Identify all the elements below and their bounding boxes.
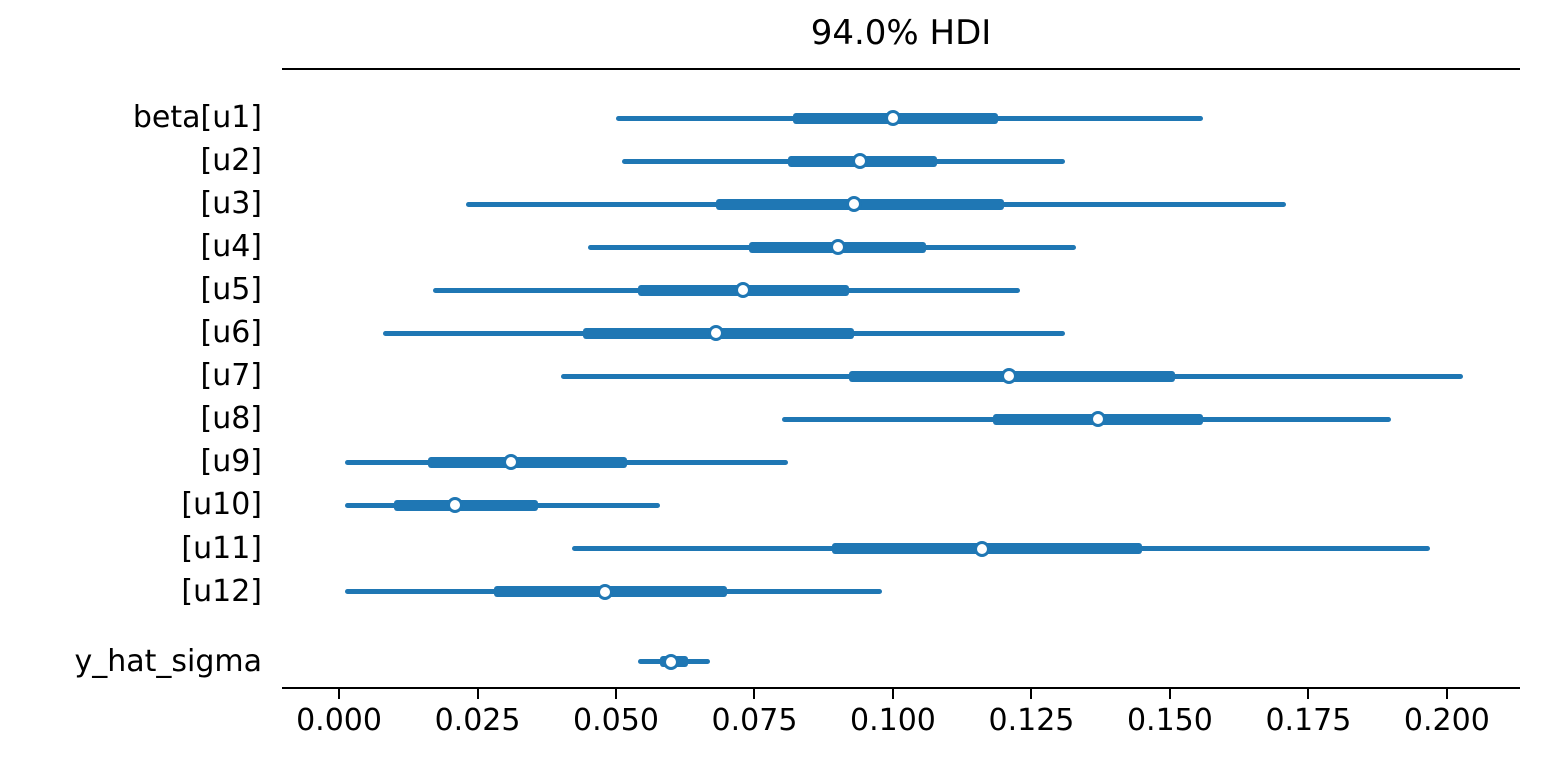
median-point-icon — [846, 196, 863, 213]
y-tick-label: [u10] — [181, 487, 262, 523]
y-tick-label: [u5] — [200, 272, 262, 308]
x-tick — [1030, 689, 1033, 699]
x-tick — [1168, 689, 1171, 699]
x-tick-label: 0.075 — [711, 703, 798, 738]
quartile-line — [427, 456, 628, 468]
y-tick-label: [u2] — [200, 143, 262, 179]
y-tick-label: [u6] — [200, 315, 262, 351]
median-point-icon — [596, 583, 613, 600]
median-point-icon — [707, 325, 724, 342]
x-tick-label: 0.000 — [296, 703, 382, 738]
y-tick-label: [u3] — [200, 186, 262, 222]
x-tick — [338, 689, 341, 699]
y-tick-label: beta[u1] — [132, 100, 262, 135]
median-point-icon — [663, 653, 680, 670]
y-tick-label: [u4] — [200, 229, 262, 265]
median-point-icon — [502, 454, 519, 471]
median-point-icon — [829, 239, 846, 256]
x-tick-label: 0.125 — [988, 703, 1075, 738]
y-tick-label: [u7] — [200, 358, 262, 394]
x-tick — [615, 689, 617, 699]
x-tick-label: 0.050 — [573, 703, 659, 738]
y-tick-label: [u8] — [200, 401, 262, 437]
y-tick-label: [u12] — [181, 573, 262, 609]
x-tick-label: 0.150 — [1126, 703, 1213, 738]
x-tick-label: 0.175 — [1265, 703, 1352, 738]
median-point-icon — [1001, 368, 1018, 385]
y-tick-label: [u11] — [181, 530, 262, 566]
x-tick-label: 0.200 — [1403, 703, 1490, 738]
x-tick — [891, 689, 894, 699]
y-tick-label: y_hat_sigma — [74, 643, 262, 679]
top-spine — [282, 68, 1520, 70]
median-point-icon — [1089, 411, 1106, 428]
median-point-icon — [973, 540, 990, 557]
quartile-line — [394, 499, 539, 511]
median-point-icon — [884, 110, 901, 126]
x-axis-line — [282, 687, 1520, 689]
x-tick-label: 0.025 — [434, 703, 521, 738]
median-point-icon — [735, 282, 752, 299]
x-tick — [1445, 689, 1448, 699]
median-point-icon — [447, 497, 464, 514]
x-tick — [753, 689, 756, 699]
y-tick-label: [u9] — [200, 444, 262, 480]
median-point-icon — [851, 153, 868, 170]
chart-title: 94.0% HDI — [810, 13, 992, 53]
x-tick — [476, 689, 479, 699]
x-tick — [1307, 689, 1310, 699]
x-tick-label: 0.100 — [850, 703, 936, 738]
